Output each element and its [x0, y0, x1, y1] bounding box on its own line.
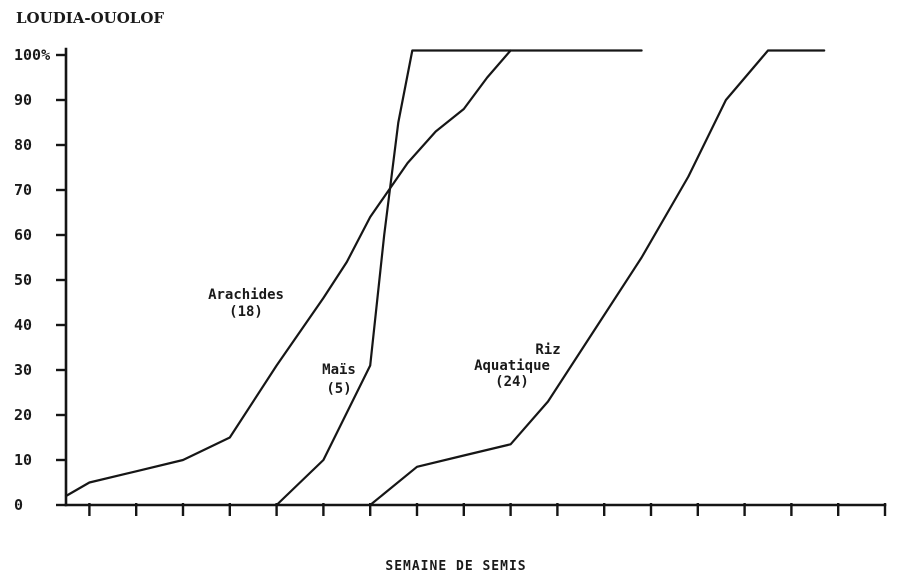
series-line-1 [275, 49, 643, 507]
y-tick-label: 40 [14, 316, 32, 334]
series-line-2 [369, 49, 826, 507]
series-label-1-line-1: (5) [326, 381, 351, 397]
x-axis-title: SEMAINE DE SEMIS [385, 559, 526, 574]
y-tick-label: 30 [14, 361, 32, 379]
y-tick-label: 10 [14, 451, 32, 469]
x-axis [64, 503, 887, 516]
series-label-0-line-0: Arachides [208, 287, 284, 303]
y-tick-label: 20 [14, 406, 32, 424]
y-tick-label: 100% [14, 46, 50, 64]
y-tick-label: 60 [14, 226, 32, 244]
series-label-1-line-0: Maïs [322, 362, 356, 378]
series-label-2-line-1: Aquatique [474, 358, 550, 374]
series-label-2-line-0: Riz [535, 342, 560, 358]
y-tick-label: 80 [14, 136, 32, 154]
series-line-0 [64, 49, 512, 498]
y-tick-label: 90 [14, 91, 32, 109]
y-tick-label: 70 [14, 181, 32, 199]
series-label-0-line-1: (18) [229, 304, 263, 320]
y-tick-label: 50 [14, 271, 32, 289]
y-axis: 0 10 20 30 40 50 60 70 80 90 100% [14, 46, 68, 514]
chart-title: LOUDIA-OUOLOF [16, 9, 164, 27]
series-lines [64, 49, 826, 507]
y-tick-label: 0 [14, 496, 23, 514]
series-label-2-line-2: (24) [495, 374, 529, 390]
